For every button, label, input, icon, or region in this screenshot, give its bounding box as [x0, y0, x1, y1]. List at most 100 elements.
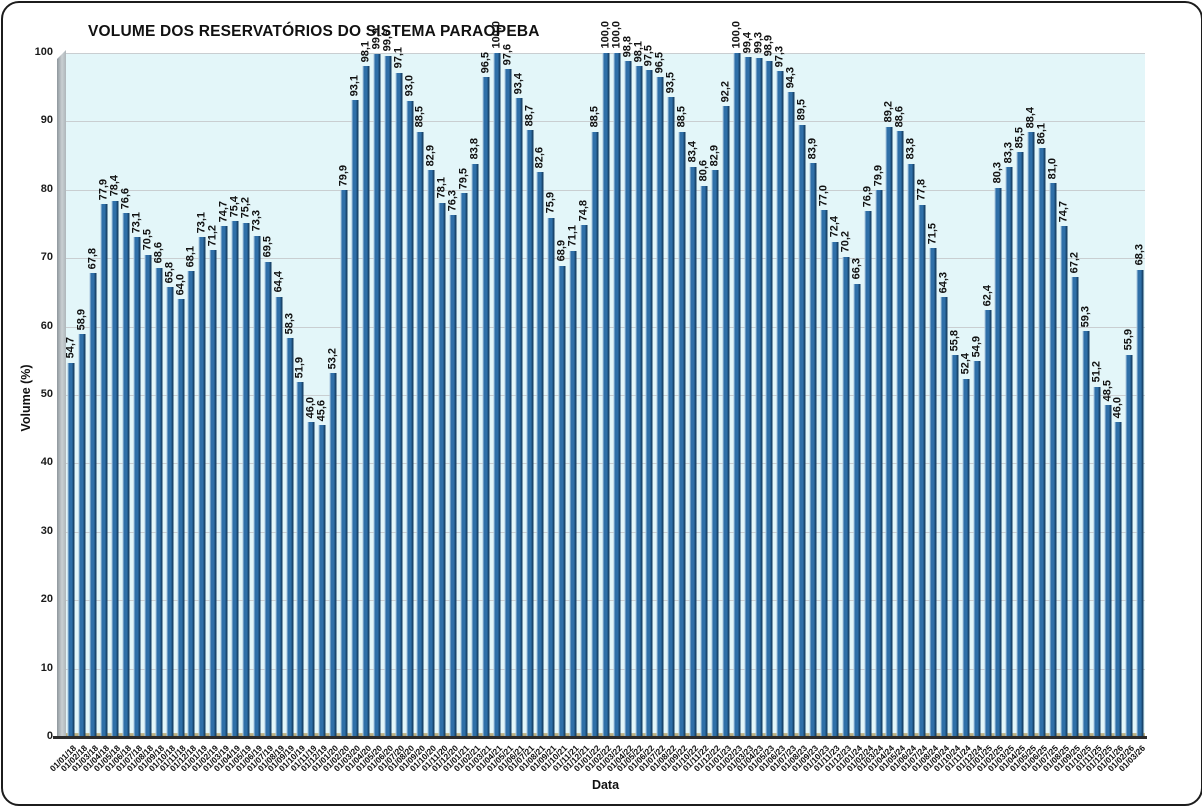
- bar-group: 64,4 01/08/19: [255, 53, 285, 773]
- bar: [842, 256, 850, 737]
- bar: [820, 210, 828, 737]
- bar-group: 88,6 01/05/24: [877, 53, 907, 774]
- bar-value-label: 67,8: [86, 247, 99, 270]
- bar-group: 97,5 01/06/22: [626, 45, 656, 774]
- bar-group: 75,9 01/09/21: [528, 53, 558, 773]
- bar-group: 53,2 01/01/20: [310, 53, 340, 774]
- bar-group: 98,1 01/05/22: [615, 41, 645, 774]
- bar-group: 74,8 01/12/21: [561, 53, 591, 774]
- bar-value-label: 45,6: [315, 399, 328, 422]
- bar-value-label: 93,5: [664, 72, 677, 94]
- bar-value-label: 83,8: [904, 138, 917, 160]
- bar-value-label: 54,7: [64, 337, 77, 359]
- bar-group: 75,2 01/05/19: [223, 53, 253, 773]
- bar-group: 93,4 01/06/21: [495, 53, 525, 774]
- bar: [1104, 405, 1112, 737]
- bar: [187, 271, 195, 737]
- x-axis-line: [53, 736, 1147, 739]
- bar-value-label: 55,8: [948, 329, 961, 352]
- bar: [1136, 269, 1144, 737]
- bar-group: 96,5 01/07/22: [637, 52, 667, 774]
- bar: [231, 221, 239, 737]
- bar: [504, 69, 512, 737]
- bar-group: 51,2 01/11/25: [1074, 53, 1104, 773]
- bar: [1049, 182, 1057, 737]
- bar-value-label: 71,2: [206, 224, 219, 246]
- bar-value-label: 64,4: [272, 271, 285, 293]
- bar-group: 93,1 01/03/20: [332, 53, 362, 774]
- bar: [220, 226, 228, 737]
- bar: [787, 92, 795, 737]
- bar: [547, 217, 555, 737]
- bar-group: 100,0 01/04/21: [473, 21, 503, 773]
- bar: [973, 361, 981, 737]
- bar-group: 59,3 01/10/25: [1062, 53, 1092, 774]
- bar-value-label: 58,3: [283, 312, 296, 335]
- bar-value-label: 68,1: [184, 245, 197, 268]
- bar-value-label: 97,1: [392, 47, 405, 69]
- bar: [177, 299, 185, 737]
- y-axis: 0 10 20 30 40 50 60 70 80 90 100: [11, 47, 53, 742]
- bar-group: 88,4 01/05/25: [1008, 53, 1038, 774]
- bar: [580, 225, 588, 737]
- bar: [493, 53, 501, 737]
- bar-group: 93,5 01/08/22: [648, 53, 678, 773]
- bar: [1082, 331, 1090, 737]
- bar-group: 67,8 01/03/18: [70, 53, 100, 774]
- bar-value-label: 88,5: [675, 106, 688, 128]
- bar-group: 75,4 01/04/19: [212, 53, 242, 774]
- bar-value-label: 79,5: [457, 167, 470, 190]
- bar-value-label: 69,5: [261, 236, 274, 258]
- bar: [744, 57, 752, 737]
- bar: [558, 265, 566, 737]
- bar-group: 100,0 01/02/23: [713, 21, 743, 773]
- bar: [656, 76, 664, 737]
- bar-group: 79,9 01/02/20: [321, 53, 351, 773]
- bar: [111, 200, 119, 737]
- bar-group: 68,6 01/09/18: [135, 53, 165, 773]
- bar-group: 78,1 01/11/20: [419, 53, 449, 773]
- bar-group: 77,0 01/10/23: [801, 53, 831, 774]
- bar-value-label: 70,2: [839, 231, 852, 253]
- bar-group: 99,9 01/05/20: [353, 28, 383, 773]
- bar-group: 65,8 01/10/18: [146, 53, 176, 774]
- bar-value-label: 94,3: [784, 66, 797, 88]
- bar-group: 74,7 01/08/25: [1041, 53, 1071, 774]
- bar: [351, 100, 359, 737]
- bar: [329, 373, 337, 737]
- bar: [275, 296, 283, 737]
- x-axis-title: Data: [591, 778, 620, 792]
- bar-value-label: 93,1: [348, 74, 361, 97]
- bar-value-label: 76,9: [861, 185, 874, 208]
- bar: [296, 382, 304, 737]
- bar: [536, 172, 544, 737]
- bar: [515, 98, 523, 737]
- bar-group: 79,9 01/03/24: [855, 53, 885, 773]
- bar-group: 76,9 01/02/24: [844, 53, 874, 774]
- bar: [482, 76, 490, 737]
- bar-group: 82,9 01/12/22: [692, 53, 722, 774]
- bar: [624, 61, 632, 737]
- bar-group: 78,4 01/05/18: [92, 53, 122, 773]
- bar-value-label: 97,6: [501, 44, 514, 66]
- bar: [253, 235, 261, 737]
- bar: [591, 131, 599, 737]
- bar: [896, 130, 904, 737]
- bar-value-label: 88,6: [893, 105, 906, 127]
- bar-value-label: 88,7: [523, 104, 536, 127]
- bar-value-label: 93,0: [403, 75, 416, 97]
- bar: [864, 211, 872, 737]
- bar: [765, 60, 773, 737]
- bar-group: 68,9 01/10/21: [539, 53, 569, 773]
- bar: [635, 66, 643, 737]
- bar-group: 77,8 01/07/24: [899, 53, 929, 773]
- bar: [798, 124, 806, 737]
- bar: [438, 202, 446, 737]
- bar-group: 54,7 01/01/18: [48, 53, 78, 773]
- bar-value-label: 82,9: [708, 144, 721, 166]
- bar-group: 98,9 01/05/23: [746, 35, 776, 773]
- bar-group: 58,3 01/09/19: [266, 53, 296, 774]
- bar-group: 70,2 01/12/23: [822, 53, 852, 773]
- bar: [449, 215, 457, 737]
